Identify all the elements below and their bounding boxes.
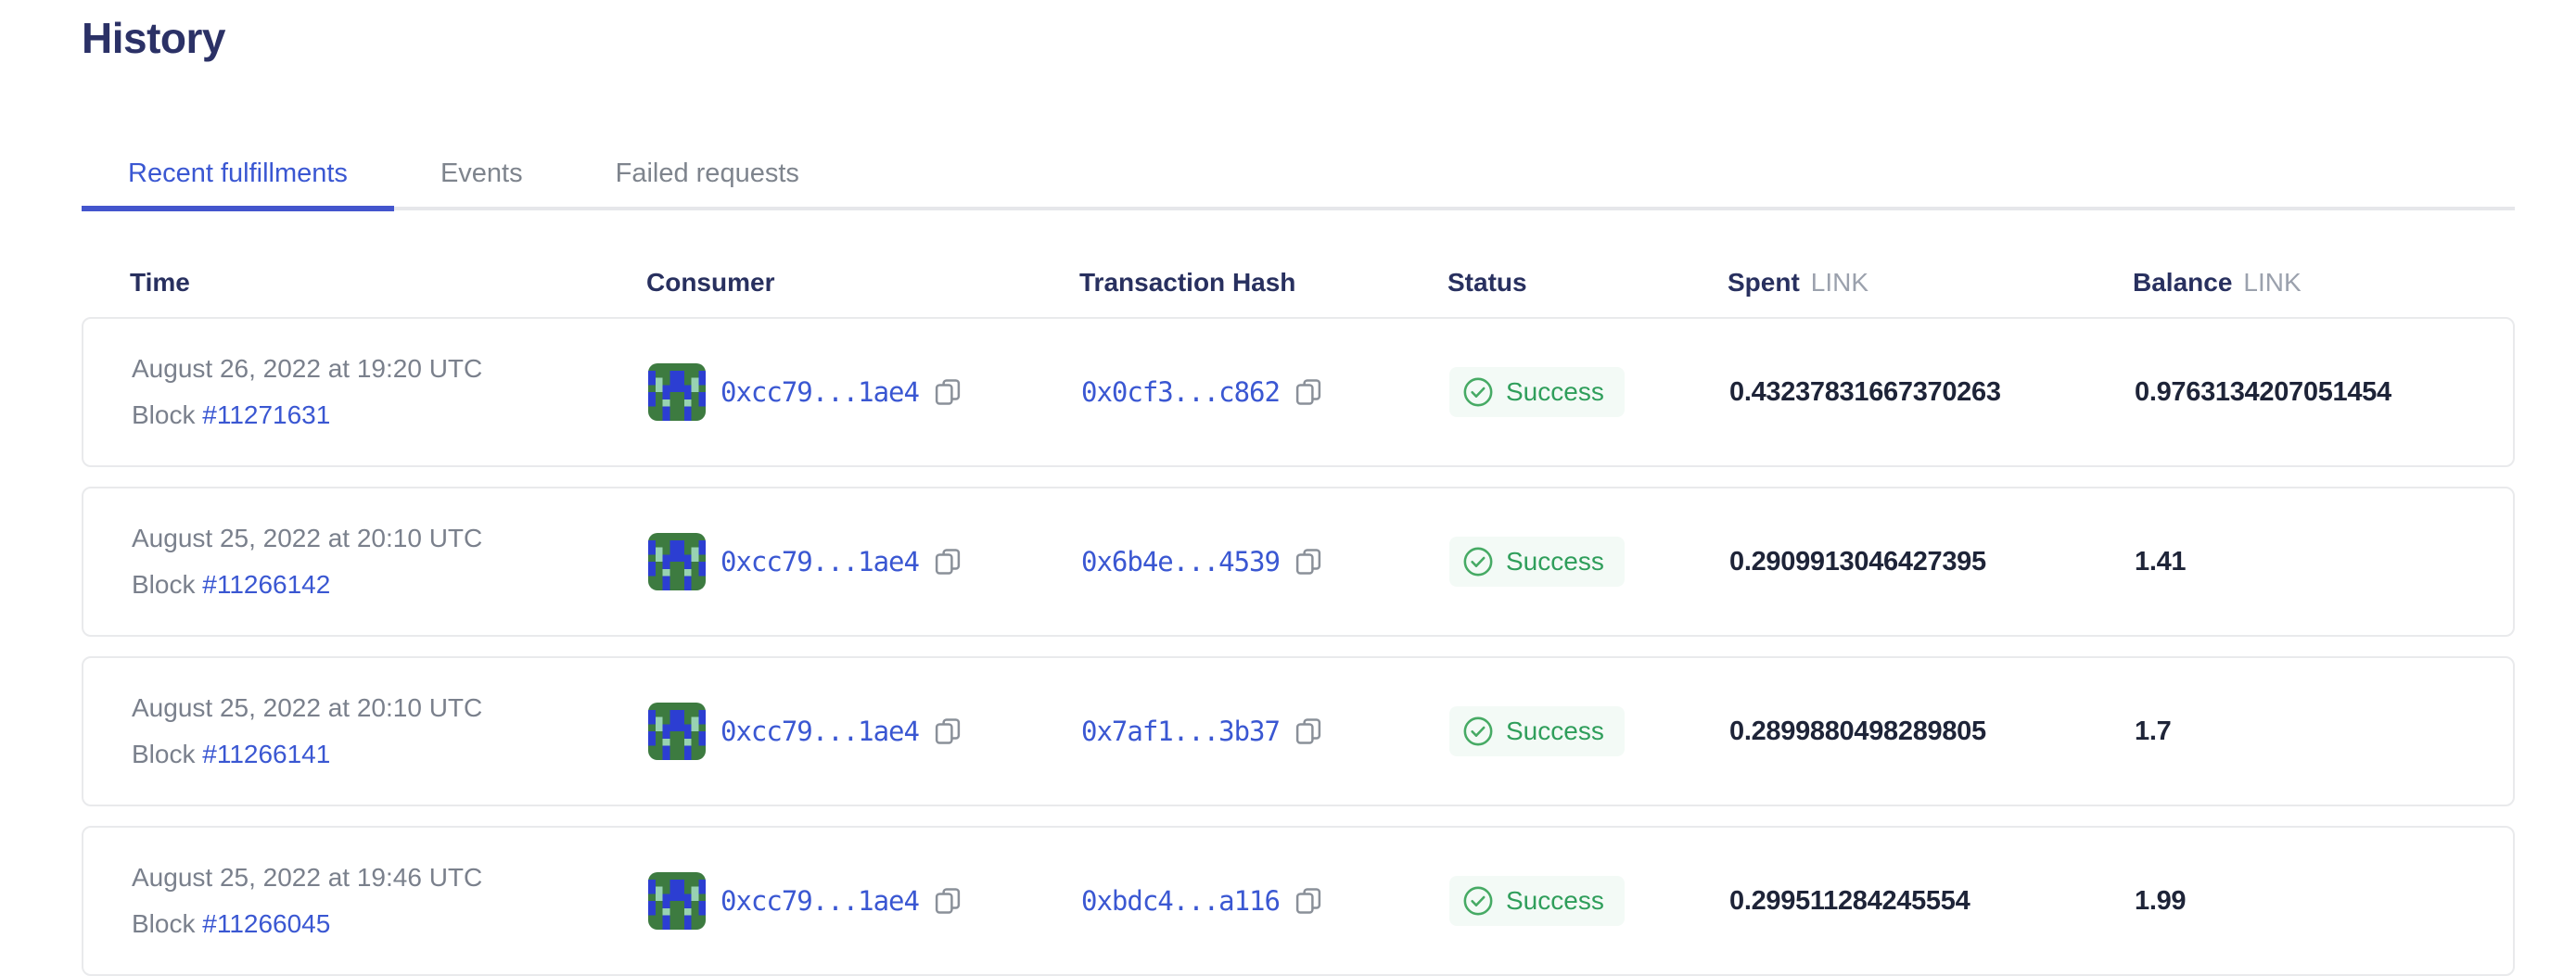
header-balance: Balance LINK	[2133, 268, 2302, 297]
consumer-address-link[interactable]: 0xcc79...1ae4	[721, 885, 920, 917]
block-line: Block #11271631	[132, 400, 331, 429]
balance-value: 1.99	[2135, 885, 2187, 916]
spent-value: 0.299511284245554	[1729, 885, 1970, 916]
status-label: Success	[1506, 377, 1604, 406]
transaction-hash-cell: 0xbdc4...a116	[1081, 885, 1449, 917]
status-badge: Success	[1449, 706, 1625, 756]
header-consumer: Consumer	[646, 268, 775, 297]
status-label: Success	[1506, 886, 1604, 915]
history-tabs: Recent fulfillments Events Failed reques…	[82, 141, 2515, 211]
status-badge: Success	[1449, 537, 1625, 587]
block-number-link[interactable]: #11266141	[202, 740, 331, 768]
copy-icon	[935, 379, 961, 405]
status-label: Success	[1506, 716, 1604, 745]
check-circle-icon	[1463, 547, 1493, 577]
transaction-hash-cell: 0x0cf3...c862	[1081, 376, 1449, 408]
copy-icon	[1295, 549, 1321, 575]
copy-tx-hash-button[interactable]	[1294, 547, 1322, 577]
copy-consumer-button[interactable]	[934, 716, 962, 746]
consumer-cell: 0xcc79...1ae4	[648, 703, 1081, 760]
status-badge: Success	[1449, 876, 1625, 926]
consumer-cell: 0xcc79...1ae4	[648, 363, 1081, 421]
tab-events[interactable]: Events	[440, 158, 523, 188]
consumer-address-link[interactable]: 0xcc79...1ae4	[721, 546, 920, 577]
copy-consumer-button[interactable]	[934, 377, 962, 407]
block-line: Block #11266045	[132, 909, 331, 938]
fulfillment-date: August 26, 2022 at 19:20 UTC	[132, 354, 483, 383]
table-row: August 25, 2022 at 19:46 UTC Block #1126…	[82, 826, 2515, 976]
copy-icon	[935, 549, 961, 575]
balance-value: 1.7	[2135, 716, 2172, 746]
block-line: Block #11266142	[132, 570, 331, 599]
consumer-cell: 0xcc79...1ae4	[648, 533, 1081, 590]
copy-icon	[935, 888, 961, 914]
consumer-identicon	[648, 533, 706, 590]
status-cell: Success	[1449, 537, 1729, 587]
transaction-hash-cell: 0x6b4e...4539	[1081, 546, 1449, 577]
transaction-hash-cell: 0x7af1...3b37	[1081, 716, 1449, 747]
time-cell: August 25, 2022 at 20:10 UTC Block #1126…	[132, 524, 648, 600]
balance-value: 0.9763134207051454	[2135, 376, 2391, 407]
header-status: Status	[1447, 268, 1527, 297]
balance-value: 1.41	[2135, 546, 2187, 577]
consumer-identicon	[648, 363, 706, 421]
header-transaction-hash: Transaction Hash	[1079, 268, 1296, 297]
fulfillment-date: August 25, 2022 at 20:10 UTC	[132, 524, 483, 552]
status-label: Success	[1506, 547, 1604, 576]
block-number-link[interactable]: #11266045	[202, 909, 331, 938]
copy-consumer-button[interactable]	[934, 886, 962, 916]
spent-value: 0.2909913046427395	[1729, 546, 1986, 577]
status-cell: Success	[1449, 876, 1729, 926]
copy-icon	[1295, 888, 1321, 914]
check-circle-icon	[1463, 716, 1493, 746]
consumer-address-link[interactable]: 0xcc79...1ae4	[721, 716, 920, 747]
table-row: August 25, 2022 at 20:10 UTC Block #1126…	[82, 656, 2515, 806]
transaction-hash-link[interactable]: 0xbdc4...a116	[1081, 885, 1281, 917]
block-number-link[interactable]: #11271631	[202, 400, 331, 429]
table-row: August 25, 2022 at 20:10 UTC Block #1126…	[82, 487, 2515, 637]
header-balance-unit: LINK	[2243, 268, 2302, 297]
table-row: August 26, 2022 at 19:20 UTC Block #1127…	[82, 317, 2515, 467]
copy-icon	[1295, 718, 1321, 744]
copy-tx-hash-button[interactable]	[1294, 716, 1322, 746]
fulfillment-date: August 25, 2022 at 19:46 UTC	[132, 863, 483, 892]
transaction-hash-link[interactable]: 0x6b4e...4539	[1081, 546, 1281, 577]
block-line: Block #11266141	[132, 740, 331, 768]
header-time: Time	[130, 268, 190, 297]
status-cell: Success	[1449, 706, 1729, 756]
header-spent: Spent LINK	[1728, 268, 1869, 297]
consumer-identicon	[648, 872, 706, 930]
fulfillment-date: August 25, 2022 at 20:10 UTC	[132, 693, 483, 722]
status-badge: Success	[1449, 367, 1625, 417]
spent-value: 0.43237831667370263	[1729, 376, 2001, 407]
table-header-row: Time Consumer Transaction Hash Status Sp…	[82, 268, 2515, 298]
time-cell: August 26, 2022 at 19:20 UTC Block #1127…	[132, 354, 648, 430]
copy-icon	[935, 718, 961, 744]
copy-tx-hash-button[interactable]	[1294, 377, 1322, 407]
consumer-address-link[interactable]: 0xcc79...1ae4	[721, 376, 920, 408]
copy-consumer-button[interactable]	[934, 547, 962, 577]
header-spent-unit: LINK	[1810, 268, 1869, 297]
consumer-identicon	[648, 703, 706, 760]
copy-tx-hash-button[interactable]	[1294, 886, 1322, 916]
tab-recent-fulfillments[interactable]: Recent fulfillments	[82, 141, 394, 211]
time-cell: August 25, 2022 at 19:46 UTC Block #1126…	[132, 863, 648, 939]
spent-value: 0.2899880498289805	[1729, 716, 1986, 746]
status-cell: Success	[1449, 367, 1729, 417]
tab-failed-requests[interactable]: Failed requests	[615, 158, 799, 188]
transaction-hash-link[interactable]: 0x0cf3...c862	[1081, 376, 1281, 408]
check-circle-icon	[1463, 377, 1493, 407]
page-title: History	[82, 14, 225, 62]
block-number-link[interactable]: #11266142	[202, 570, 331, 599]
time-cell: August 25, 2022 at 20:10 UTC Block #1126…	[132, 693, 648, 769]
check-circle-icon	[1463, 886, 1493, 916]
copy-icon	[1295, 379, 1321, 405]
history-page: History Recent fulfillments Events Faile…	[82, 14, 2515, 976]
transaction-hash-link[interactable]: 0x7af1...3b37	[1081, 716, 1281, 747]
consumer-cell: 0xcc79...1ae4	[648, 872, 1081, 930]
